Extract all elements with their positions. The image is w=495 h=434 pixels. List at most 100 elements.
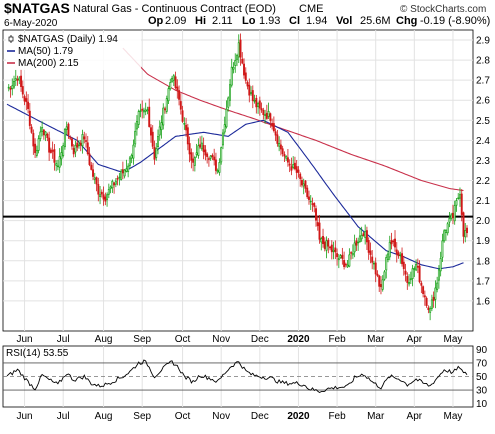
candle-body: [244, 72, 247, 81]
candle: [281, 145, 284, 157]
candle-body: [455, 200, 458, 206]
candle: [297, 166, 300, 178]
candle-body: [265, 112, 268, 119]
candle-body: [92, 169, 94, 177]
candle-body: [223, 124, 226, 133]
candle-body: [300, 180, 303, 186]
candle: [14, 69, 17, 87]
candle-body: [464, 230, 467, 238]
candle: [107, 183, 110, 199]
candle-body: [385, 257, 388, 271]
candle-body: [221, 132, 224, 146]
rsi-x-tick: Dec: [251, 411, 269, 422]
candle-body: [207, 158, 210, 160]
candle: [192, 152, 195, 172]
candle: [32, 129, 35, 155]
candle-body: [381, 279, 384, 290]
candle: [357, 237, 360, 251]
candle-body: [360, 234, 363, 240]
candle: [434, 280, 437, 309]
candle: [116, 175, 119, 186]
candle: [313, 202, 316, 213]
candle-body: [309, 200, 312, 203]
candle: [185, 117, 188, 137]
candle-body: [157, 136, 159, 147]
candle-body: [16, 79, 19, 81]
price-x-tick: Nov: [212, 334, 230, 345]
candle-body: [102, 194, 105, 200]
candle: [18, 76, 21, 85]
stat-label-lo: Lo: [242, 15, 256, 27]
candle: [83, 131, 86, 144]
candle: [106, 192, 109, 207]
candle-body: [332, 249, 335, 252]
candle: [162, 103, 165, 130]
candle-body: [85, 140, 87, 142]
price-x-tick: Dec: [251, 334, 269, 345]
candle-body: [58, 156, 61, 168]
candle-body: [190, 152, 193, 161]
candle: [371, 250, 374, 270]
candle-body: [72, 148, 75, 155]
rsi-series: [6, 359, 468, 394]
candle-body: [7, 86, 10, 89]
stat-label-hi: Hi: [195, 15, 206, 27]
candle: [195, 143, 198, 158]
candle: [257, 101, 260, 114]
candle: [157, 129, 159, 155]
legend-bg: [6, 33, 141, 70]
candle: [350, 251, 353, 260]
candle: [399, 251, 402, 264]
rsi-x-tick: Mar: [367, 411, 385, 422]
candle: [466, 225, 468, 238]
candle: [311, 197, 314, 212]
candle: [229, 79, 231, 107]
price-y-tick: 2.5: [476, 116, 490, 127]
candle: [206, 152, 209, 164]
candle-body: [251, 90, 254, 102]
price-y-axis: 2.9 2.8 2.7 2.6 2.5 2.4 2.3 2.2 2.1 2.0 1.9 1.8 1.7 1…: [476, 36, 490, 308]
candle-body: [137, 111, 140, 125]
candle: [378, 274, 381, 292]
candle-body: [183, 123, 186, 125]
candle-body: [395, 249, 398, 255]
candle: [142, 107, 145, 119]
candle: [285, 155, 288, 161]
ma50-line: [6, 103, 464, 270]
candle: [244, 67, 247, 84]
candle: [316, 215, 319, 231]
candle: [408, 274, 411, 287]
candle: [25, 91, 28, 111]
candle-body: [142, 109, 145, 113]
candle-body: [127, 165, 130, 173]
candle-body: [107, 189, 110, 195]
candle: [279, 139, 282, 156]
price-x-tick: Aug: [95, 334, 113, 345]
stat-value-op: 2.09: [165, 15, 186, 27]
price-y-tick: 2.8: [476, 56, 490, 67]
candle-body: [369, 250, 372, 255]
candle: [85, 133, 87, 148]
price-x-tick: 2020: [287, 334, 310, 345]
candle: [137, 109, 140, 129]
candle: [86, 135, 89, 156]
candle: [388, 235, 391, 261]
candle: [390, 232, 393, 250]
candle-body: [18, 77, 21, 81]
legend-label: $NATGAS (Daily) 1.94: [18, 34, 118, 45]
candlestick-series: [7, 33, 468, 321]
candle: [167, 86, 170, 104]
candle-body: [185, 124, 188, 131]
candle-body: [457, 197, 460, 200]
candle-body: [348, 254, 351, 267]
candle-body: [232, 66, 235, 70]
candle-body: [76, 142, 79, 148]
candle: [188, 136, 191, 163]
candle: [104, 192, 107, 206]
candle: [63, 128, 66, 150]
candle-body: [193, 157, 196, 166]
candle: [172, 73, 175, 87]
candle-body: [401, 253, 404, 265]
candle: [144, 102, 147, 116]
candle: [90, 161, 93, 171]
